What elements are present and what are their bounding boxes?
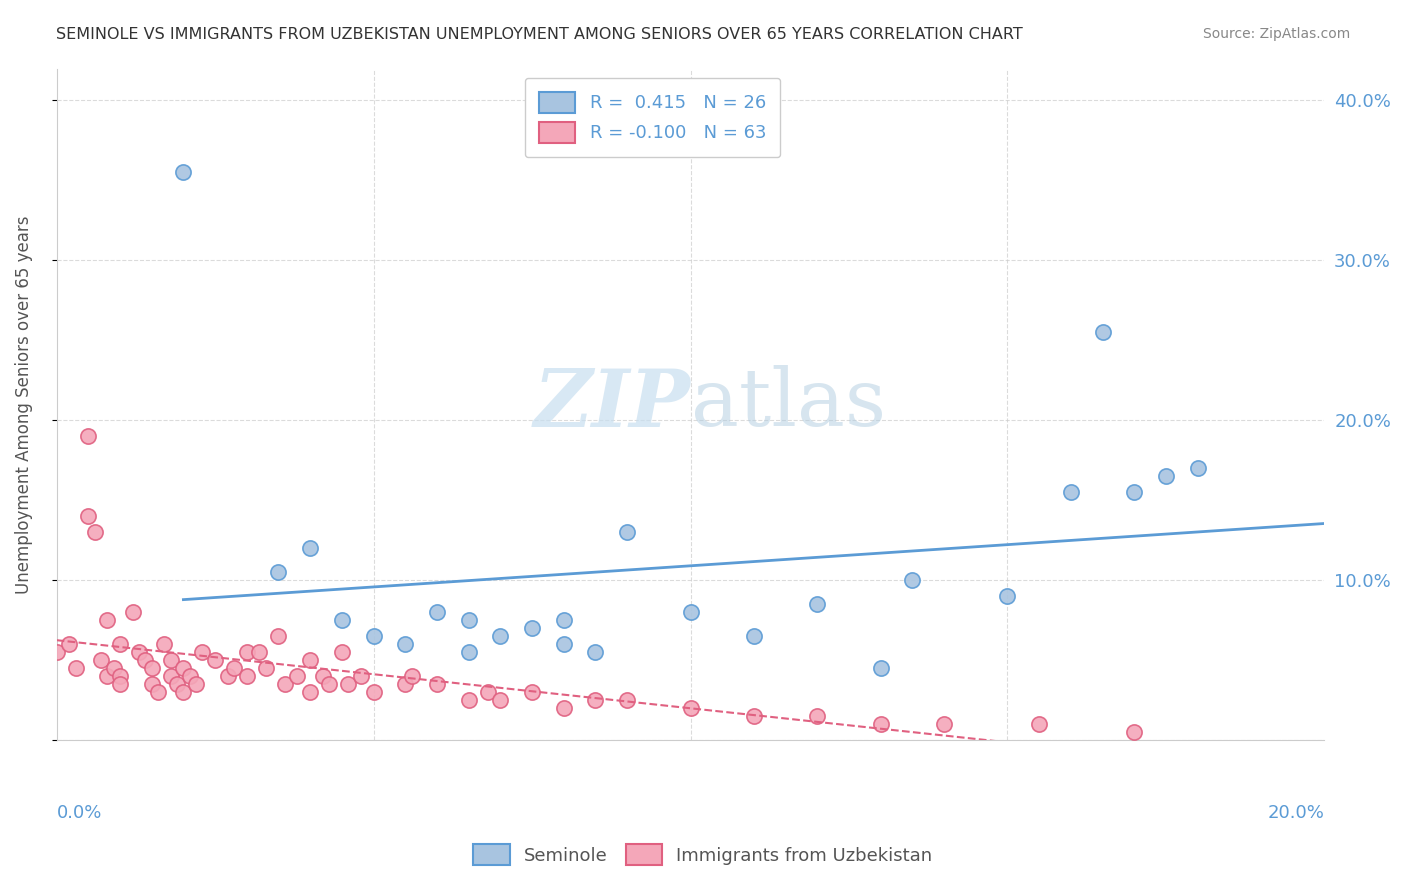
Point [1154, 469, 1177, 483]
Point [254, 661, 277, 675]
Point [806, 709, 828, 723]
Point [184, 677, 207, 691]
Point [401, 669, 423, 683]
Point [299, 541, 322, 556]
Point [58, 637, 80, 651]
Point [287, 669, 309, 683]
Point [318, 677, 340, 691]
Point [159, 653, 181, 667]
Text: atlas: atlas [690, 366, 886, 443]
Point [394, 637, 416, 651]
Point [217, 669, 239, 683]
Point [274, 677, 297, 691]
Point [520, 621, 543, 635]
Point [553, 637, 575, 651]
Point [236, 669, 259, 683]
Point [337, 677, 360, 691]
Point [520, 685, 543, 699]
Point [742, 709, 765, 723]
Point [330, 613, 353, 627]
Point [457, 613, 479, 627]
Point [553, 613, 575, 627]
Point [224, 661, 246, 675]
Point [363, 629, 385, 643]
Point [108, 637, 131, 651]
Point [77, 509, 100, 524]
Point [236, 645, 259, 659]
Point [457, 693, 479, 707]
Text: 20.0%: 20.0% [1268, 804, 1324, 822]
Legend: R =  0.415   N = 26, R = -0.100   N = 63: R = 0.415 N = 26, R = -0.100 N = 63 [524, 78, 780, 157]
Point [1060, 485, 1083, 500]
Point [426, 677, 449, 691]
Point [426, 605, 449, 619]
Point [65, 661, 87, 675]
Point [159, 669, 181, 683]
Point [616, 525, 638, 540]
Point [153, 637, 176, 651]
Point [330, 645, 353, 659]
Point [489, 693, 512, 707]
Point [1123, 725, 1146, 739]
Point [312, 669, 335, 683]
Point [1123, 485, 1146, 500]
Point [363, 685, 385, 699]
Point [191, 645, 214, 659]
Point [869, 661, 891, 675]
Point [299, 685, 322, 699]
Point [299, 653, 322, 667]
Point [742, 629, 765, 643]
Point [96, 613, 118, 627]
Point [83, 525, 105, 540]
Point [457, 645, 479, 659]
Point [108, 677, 131, 691]
Text: SEMINOLE VS IMMIGRANTS FROM UZBEKISTAN UNEMPLOYMENT AMONG SENIORS OVER 65 YEARS : SEMINOLE VS IMMIGRANTS FROM UZBEKISTAN U… [56, 27, 1024, 42]
Y-axis label: Unemployment Among Seniors over 65 years: Unemployment Among Seniors over 65 years [15, 215, 32, 593]
Legend: Seminole, Immigrants from Uzbekistan: Seminole, Immigrants from Uzbekistan [464, 835, 942, 874]
Point [901, 573, 924, 587]
Point [172, 165, 194, 179]
Point [583, 645, 606, 659]
Point [267, 629, 290, 643]
Point [141, 677, 163, 691]
Point [90, 653, 112, 667]
Point [679, 605, 702, 619]
Text: ZIP: ZIP [534, 366, 690, 443]
Point [204, 653, 226, 667]
Point [997, 589, 1019, 603]
Point [553, 701, 575, 715]
Point [806, 597, 828, 611]
Point [146, 685, 169, 699]
Point [932, 717, 955, 731]
Point [96, 669, 118, 683]
Point [134, 653, 156, 667]
Point [141, 661, 163, 675]
Point [679, 701, 702, 715]
Point [77, 429, 100, 443]
Point [166, 677, 188, 691]
Point [121, 605, 143, 619]
Point [477, 685, 499, 699]
Point [249, 645, 271, 659]
Point [267, 565, 290, 579]
Point [1187, 461, 1209, 475]
Point [172, 661, 194, 675]
Point [172, 685, 194, 699]
Point [616, 693, 638, 707]
Point [350, 669, 373, 683]
Point [108, 669, 131, 683]
Point [103, 661, 125, 675]
Text: 0.0%: 0.0% [56, 804, 103, 822]
Point [394, 677, 416, 691]
Point [489, 629, 512, 643]
Point [45, 645, 67, 659]
Point [583, 693, 606, 707]
Point [128, 645, 150, 659]
Point [179, 669, 201, 683]
Point [1091, 326, 1114, 340]
Point [869, 717, 891, 731]
Point [1028, 717, 1050, 731]
Text: Source: ZipAtlas.com: Source: ZipAtlas.com [1202, 27, 1350, 41]
